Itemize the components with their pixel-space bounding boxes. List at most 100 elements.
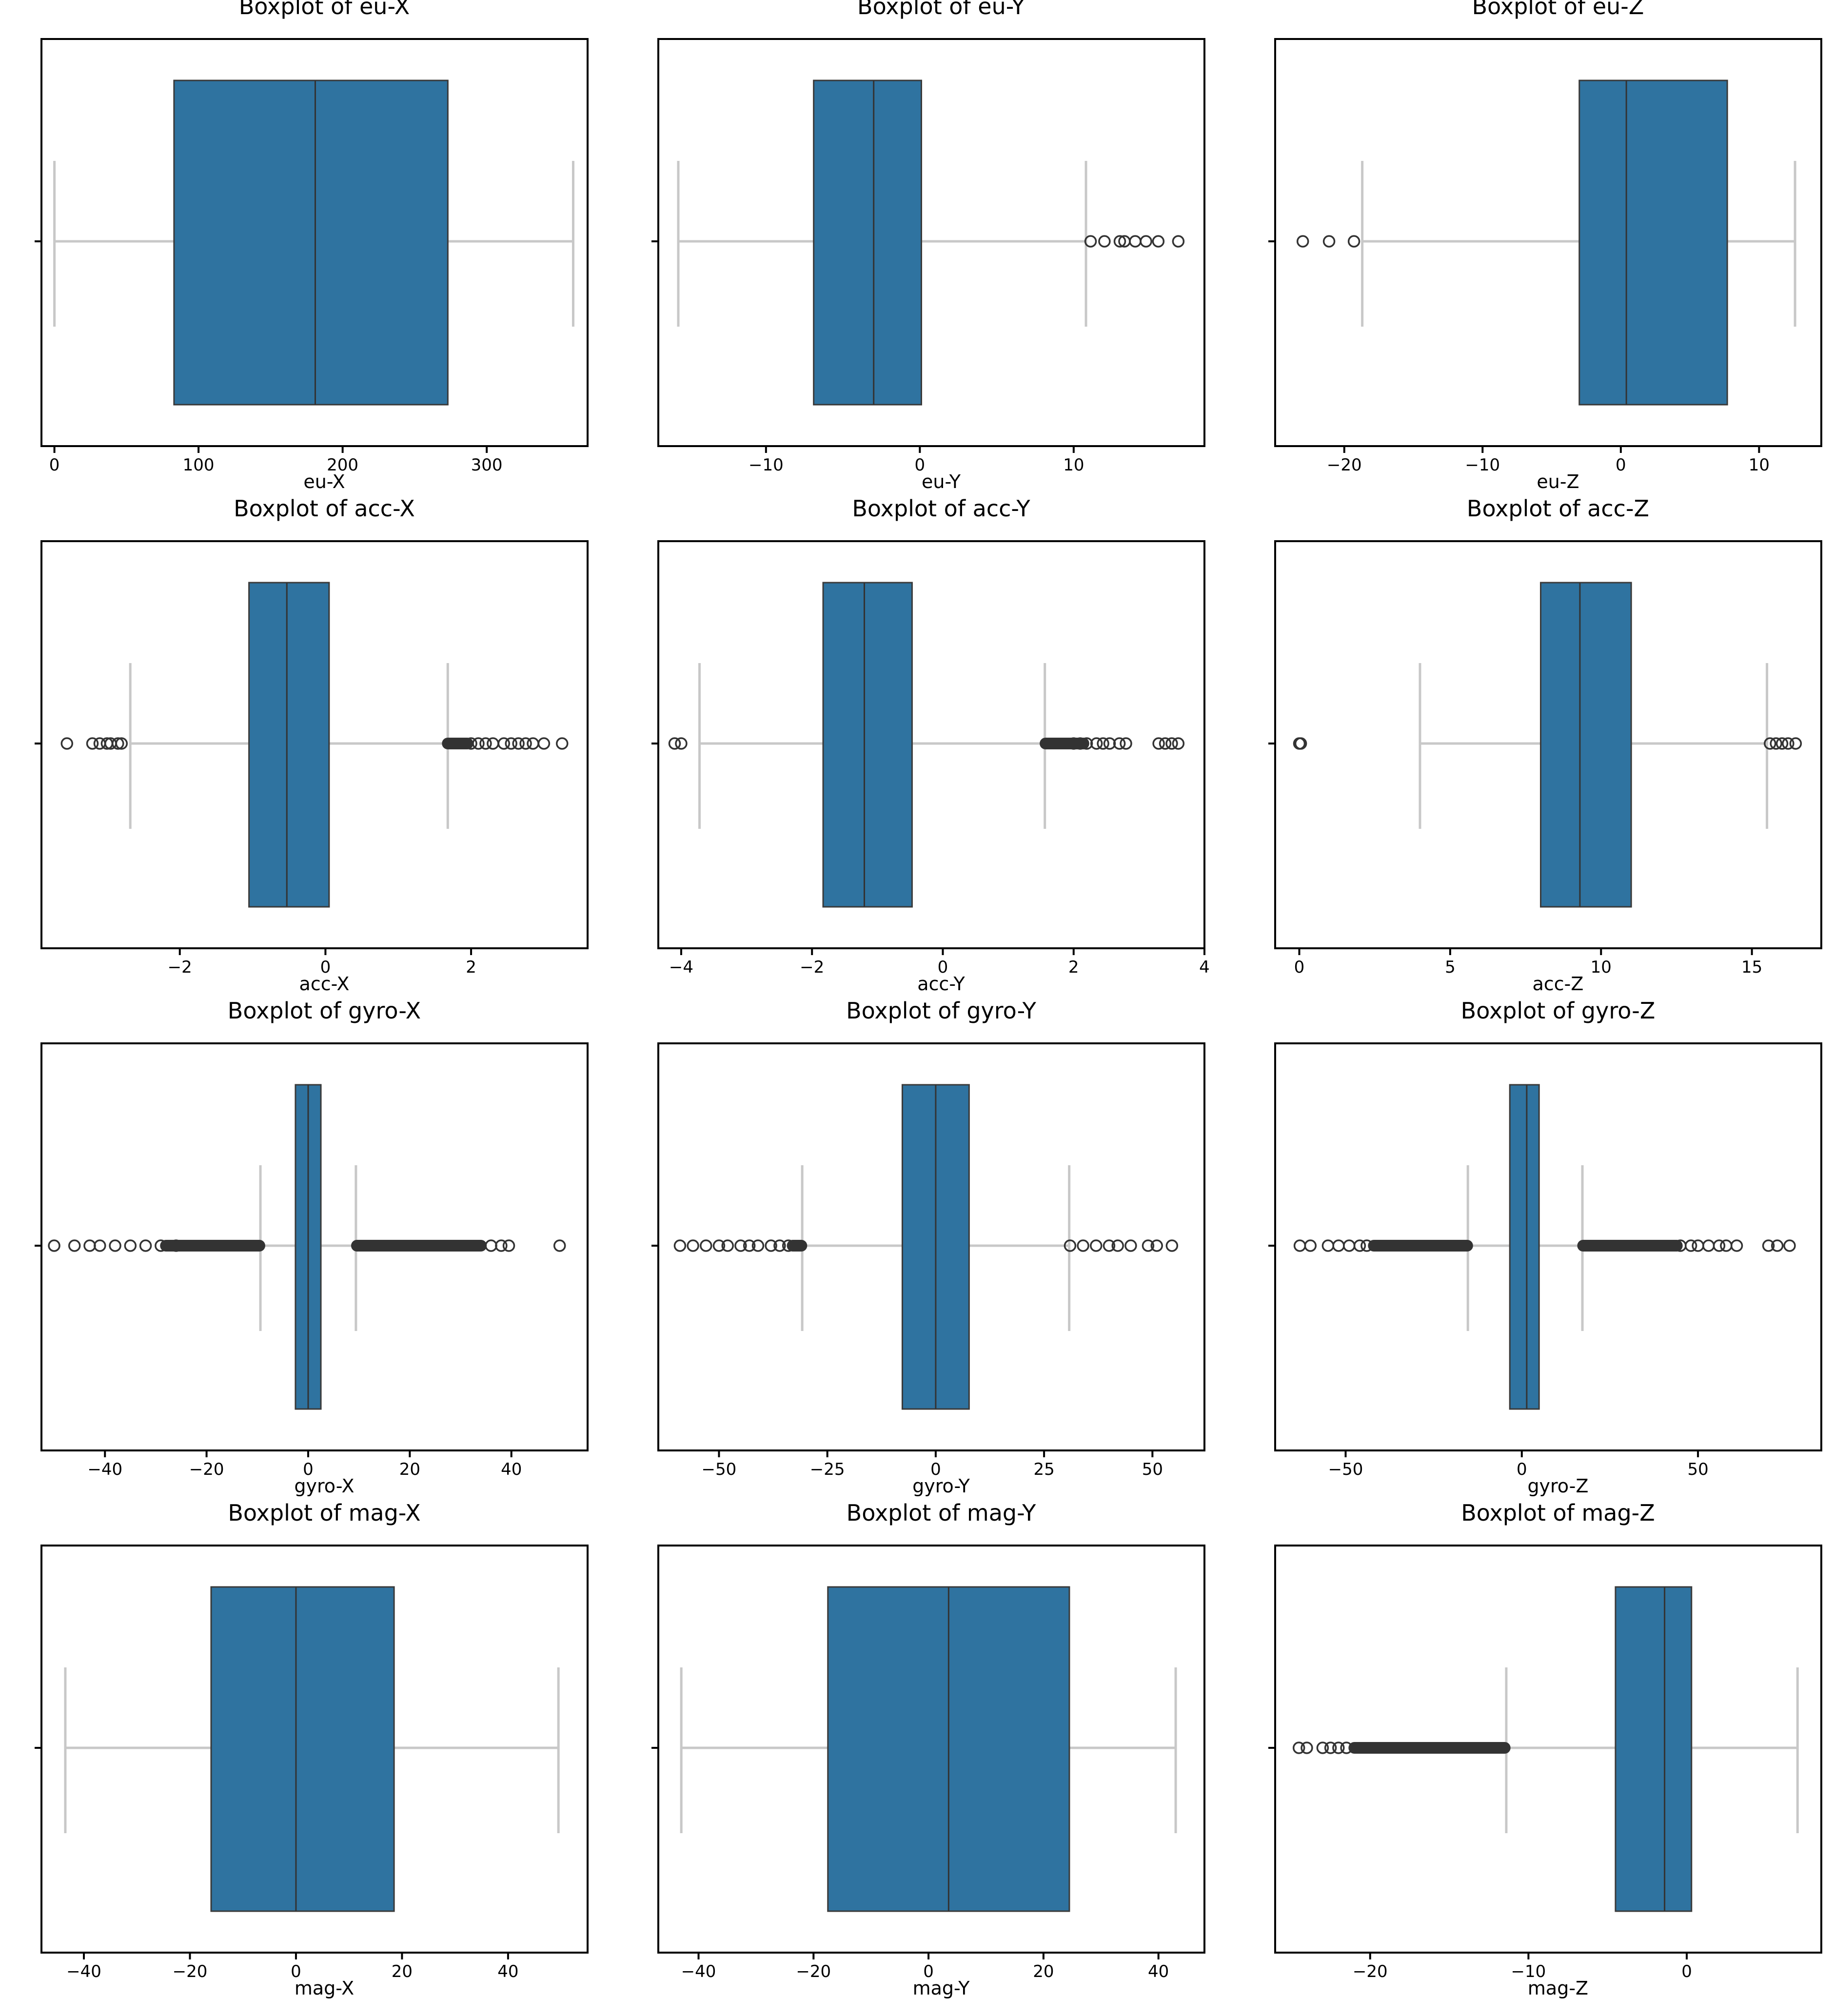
outlier-point <box>472 737 485 750</box>
outlier-point <box>155 1239 167 1252</box>
axes-frame <box>657 540 1205 949</box>
x-tick-label: 0 <box>1294 958 1305 977</box>
outlier-point <box>1301 1742 1313 1754</box>
outlier-point <box>675 737 688 750</box>
outlier-point <box>1098 235 1111 248</box>
axes-frame <box>657 1042 1205 1451</box>
x-axis-label: acc-Y <box>917 973 965 995</box>
panel-gyro-Y: Boxplot of gyro-Y −50 −25 0 25 50 gyro-Y <box>649 998 1234 1497</box>
outlier-point <box>782 1239 795 1252</box>
outlier-point <box>555 737 569 750</box>
outlier-point <box>86 737 99 750</box>
outlier-point <box>1064 1239 1077 1252</box>
outlier-point <box>1332 1742 1345 1754</box>
outlier-point <box>1080 737 1093 750</box>
outlier-point <box>751 1239 765 1252</box>
x-axis-label: mag-Z <box>1527 1977 1589 1999</box>
outlier-point <box>1713 1239 1726 1252</box>
panel-eu-Y: Boxplot of eu-Y −10 0 10 eu-Y <box>649 0 1234 492</box>
boxplot-acc-X: −2 0 2 <box>35 540 589 977</box>
outlier-point <box>1762 1239 1775 1252</box>
x-tick-label: 0 <box>923 1962 934 1981</box>
iqr-box <box>248 582 330 908</box>
axes-frame <box>1274 38 1822 447</box>
outlier-point <box>502 1239 515 1252</box>
panel-gyro-Z: Boxplot of gyro-Z −50 0 50 gyro-Z <box>1265 998 1833 1497</box>
outlier-point <box>465 737 477 750</box>
outlier-point <box>1730 1239 1743 1252</box>
chart-title: Boxplot of acc-Z <box>1466 495 1650 522</box>
outlier-point <box>1316 1742 1329 1754</box>
panel-mag-Z: Boxplot of mag-Z −20 −10 0 mag-Z <box>1265 1500 1833 1999</box>
iqr-box <box>1509 1084 1540 1410</box>
x-tick-label: 25 <box>1033 1460 1054 1479</box>
x-tick-label: 0 <box>930 1460 941 1479</box>
outlier-point <box>512 737 525 750</box>
outlier-point <box>1113 737 1126 750</box>
outlier-point <box>1097 737 1109 750</box>
chart-title: Boxplot of gyro-Y <box>846 998 1036 1024</box>
outlier-point <box>1322 235 1336 248</box>
outlier-point <box>712 1239 726 1252</box>
outlier-point <box>1342 1239 1356 1252</box>
outlier-point <box>1113 235 1126 248</box>
outlier-point <box>1692 1239 1704 1252</box>
iqr-box <box>1578 79 1728 406</box>
x-tick-label: 100 <box>183 455 215 475</box>
outlier-point <box>1152 737 1165 750</box>
outlier-point <box>1067 737 1080 750</box>
x-tick-label: 200 <box>327 455 358 475</box>
x-tick-label: −20 <box>189 1460 224 1479</box>
panel-acc-Z: Boxplot of acc-Z 0 5 10 15 acc-Z <box>1265 495 1833 995</box>
outlier-point <box>553 1239 566 1252</box>
outlier-point <box>1783 1239 1796 1252</box>
boxplot-acc-Z: 0 5 10 15 <box>1268 540 1822 977</box>
outlier-point <box>1304 1239 1317 1252</box>
outlier-point <box>537 737 551 750</box>
chart-title: Boxplot of mag-X <box>228 1500 421 1526</box>
x-axis-label: eu-Z <box>1537 471 1579 492</box>
x-tick-label: 0 <box>303 1460 314 1479</box>
outlier-point <box>1172 235 1185 248</box>
chart-title: Boxplot of eu-X <box>238 0 410 20</box>
outlier-point <box>734 1239 747 1252</box>
x-tick-label: 10 <box>1749 455 1770 475</box>
outlier-point <box>1152 235 1165 248</box>
axes-frame <box>40 1545 589 1954</box>
axes-frame <box>657 38 1205 447</box>
iqr-box <box>173 79 449 406</box>
x-tick-label: 0 <box>915 455 926 475</box>
x-axis-label: acc-Z <box>1532 973 1584 995</box>
x-tick-label: −40 <box>87 1460 122 1479</box>
iqr-box <box>813 79 922 406</box>
outlier-point <box>1782 737 1794 750</box>
x-tick-label: 20 <box>1033 1962 1054 1981</box>
outlier-point <box>48 1239 60 1252</box>
x-tick-label: −50 <box>1328 1460 1363 1479</box>
outlier-point <box>1340 1742 1353 1754</box>
x-tick-label: 40 <box>497 1962 518 1981</box>
outlier-point <box>495 1239 508 1252</box>
outlier-point <box>1084 235 1097 248</box>
panel-eu-Z: Boxplot of eu-Z −20 −10 0 10 eu-Z <box>1265 0 1833 492</box>
x-tick-label: −2 <box>800 958 824 977</box>
x-tick-label: 20 <box>399 1460 420 1479</box>
x-tick-label: −40 <box>681 1962 716 1981</box>
outlier-point <box>112 737 124 750</box>
outlier-point <box>1150 1239 1163 1252</box>
iqr-box <box>1615 1586 1693 1912</box>
x-tick-label: −20 <box>1327 455 1362 475</box>
x-tick-label: 20 <box>392 1962 413 1981</box>
outlier-point <box>721 1239 734 1252</box>
outlier-point <box>673 1239 687 1252</box>
outlier-point <box>1165 737 1178 750</box>
x-tick-label: 4 <box>1199 958 1210 977</box>
outlier-point <box>68 1239 81 1252</box>
x-tick-label: 50 <box>1142 1460 1163 1479</box>
outlier-point <box>1360 1239 1373 1252</box>
x-tick-label: 5 <box>1445 958 1456 977</box>
x-axis-label: mag-X <box>294 1977 355 1999</box>
x-tick-label: −20 <box>1353 1962 1388 1981</box>
outlier-point <box>1770 737 1782 750</box>
x-tick-label: 40 <box>501 1460 522 1479</box>
